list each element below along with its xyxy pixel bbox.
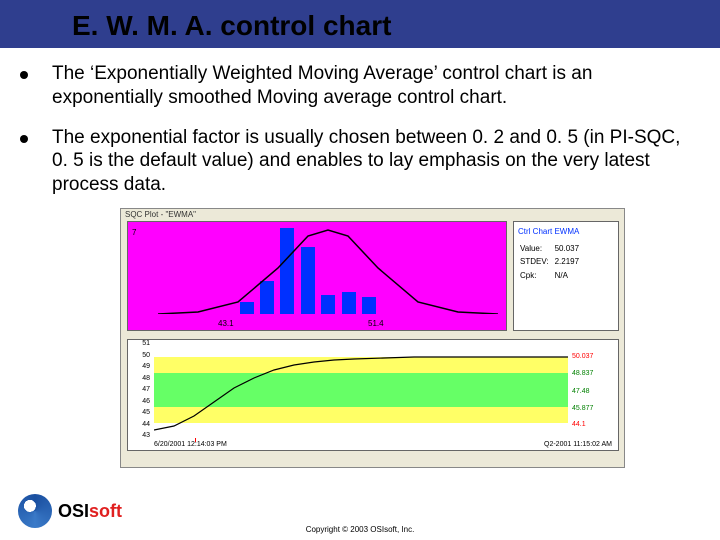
histogram-xtick: 51.4 (368, 319, 384, 328)
bullet-icon (20, 71, 28, 79)
logo-part1: OSI (58, 501, 89, 521)
histogram-bar (240, 302, 254, 314)
histogram-xtick: 43.1 (218, 319, 234, 328)
timeseries-limit-label: 48.837 (572, 370, 593, 377)
timeseries-ytick: 45 (132, 409, 150, 416)
stats-header: Ctrl Chart EWMA (518, 226, 614, 237)
stat-value: 50.037 (555, 243, 583, 254)
histogram-bar (260, 281, 274, 314)
histogram-panel: 7 43.1 51.4 (127, 221, 507, 331)
histogram-bar (362, 297, 376, 314)
timeseries-line (154, 344, 568, 436)
timeseries-ytick: 47 (132, 386, 150, 393)
timeseries-ytick: 48 (132, 375, 150, 382)
histogram-bar (280, 228, 294, 314)
stat-label: STDEV: (520, 256, 553, 267)
copyright-text: Copyright © 2003 OSIsoft, Inc. (0, 525, 720, 534)
timeseries-limit-label: 44.1 (572, 421, 586, 428)
stat-label: Value: (520, 243, 553, 254)
chart-window-title: SQC Plot - "EWMA" (125, 210, 196, 219)
histogram-ytick: 7 (132, 228, 136, 237)
timeseries-limit-label: 50.037 (572, 353, 593, 360)
slide: E. W. M. A. control chart The ‘Exponenti… (0, 0, 720, 540)
table-row: STDEV:2.2197 (520, 256, 583, 267)
bullet-item: The exponential factor is usually chosen… (20, 126, 700, 197)
timeseries-ytick: 46 (132, 398, 150, 405)
timeseries-xtick-right: Q2-2001 11:15:02 AM (544, 441, 612, 448)
bullet-icon (20, 135, 28, 143)
histogram-bar (342, 292, 356, 314)
bullet-text: The exponential factor is usually chosen… (52, 126, 700, 197)
timeseries-limit-label: 47.48 (572, 388, 590, 395)
osisoft-logo: OSIsoft (18, 494, 122, 528)
timeseries-limit-label: 45.877 (572, 405, 593, 412)
slide-title: E. W. M. A. control chart (72, 10, 391, 42)
sqc-chart-window: SQC Plot - "EWMA" 7 43.1 51.4 Ctrl Chart… (120, 208, 625, 468)
timeseries-ytick: 43 (132, 432, 150, 439)
stats-panel: Ctrl Chart EWMA Value:50.037 STDEV:2.219… (513, 221, 619, 331)
timeseries-ytick: 49 (132, 363, 150, 370)
stat-value: N/A (555, 270, 583, 281)
timeseries-ytick: 51 (132, 340, 150, 347)
bullet-text: The ‘Exponentially Weighted Moving Avera… (52, 62, 700, 110)
logo-swirl-icon (18, 494, 52, 528)
timeseries-panel: 51 50 49 48 47 46 45 44 43 50.037 48.837 47.48 45.8… (127, 339, 619, 451)
stat-value: 2.2197 (555, 256, 583, 267)
stats-table: Value:50.037 STDEV:2.2197 Cpk:N/A (518, 241, 585, 283)
bullet-item: The ‘Exponentially Weighted Moving Avera… (20, 62, 700, 110)
timeseries-ytick: 44 (132, 421, 150, 428)
timeseries-xtick-left: 6/20/2001 12:14:03 PM (154, 441, 227, 448)
timeseries-ytick: 50 (132, 352, 150, 359)
histogram-plot (158, 228, 498, 314)
histogram-bar (321, 295, 335, 314)
timeseries-plot (154, 344, 568, 436)
table-row: Value:50.037 (520, 243, 583, 254)
table-row: Cpk:N/A (520, 270, 583, 281)
histogram-bar (301, 247, 315, 314)
logo-text: OSIsoft (58, 501, 122, 522)
stat-label: Cpk: (520, 270, 553, 281)
bullet-list: The ‘Exponentially Weighted Moving Avera… (20, 62, 700, 213)
logo-part2: soft (89, 501, 122, 521)
